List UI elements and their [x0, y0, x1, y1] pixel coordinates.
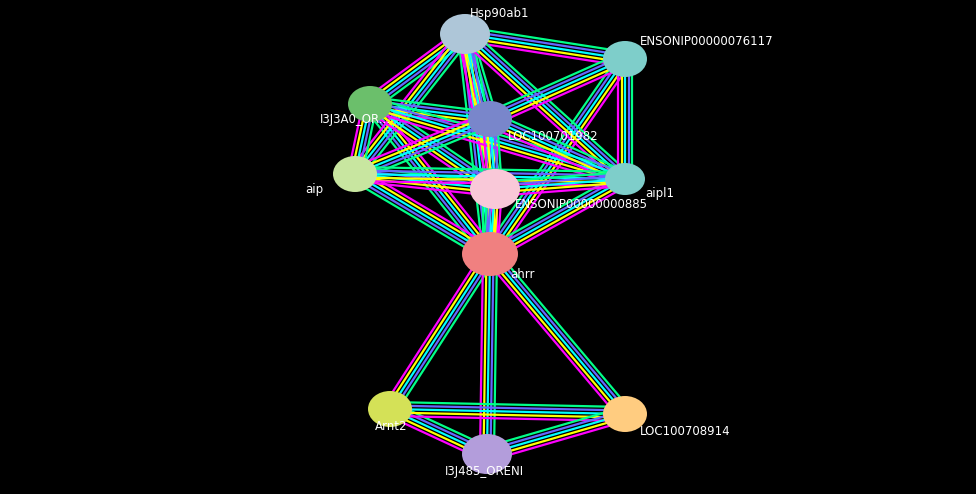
Text: aipl1: aipl1: [645, 188, 674, 201]
Ellipse shape: [462, 232, 518, 276]
Ellipse shape: [348, 86, 392, 122]
Text: ENSONIP00000000885: ENSONIP00000000885: [515, 198, 648, 210]
Text: I3J3A0_OR...: I3J3A0_OR...: [320, 113, 391, 125]
Ellipse shape: [470, 169, 520, 209]
Text: LOC100701982: LOC100701982: [508, 129, 598, 142]
Ellipse shape: [603, 396, 647, 432]
Text: LOC100708914: LOC100708914: [640, 424, 731, 438]
Text: ahrr: ahrr: [510, 267, 535, 281]
Text: Arnt2: Arnt2: [375, 419, 408, 433]
Ellipse shape: [468, 101, 512, 137]
Ellipse shape: [368, 391, 412, 427]
Ellipse shape: [603, 41, 647, 77]
Ellipse shape: [333, 156, 377, 192]
Text: ENSONIP00000076117: ENSONIP00000076117: [640, 36, 774, 48]
Ellipse shape: [605, 163, 645, 195]
Text: Hsp90ab1: Hsp90ab1: [470, 7, 530, 20]
Text: I3J485_ORENI: I3J485_ORENI: [445, 464, 524, 478]
Ellipse shape: [440, 14, 490, 54]
Text: aip: aip: [305, 182, 323, 196]
Ellipse shape: [462, 434, 512, 474]
